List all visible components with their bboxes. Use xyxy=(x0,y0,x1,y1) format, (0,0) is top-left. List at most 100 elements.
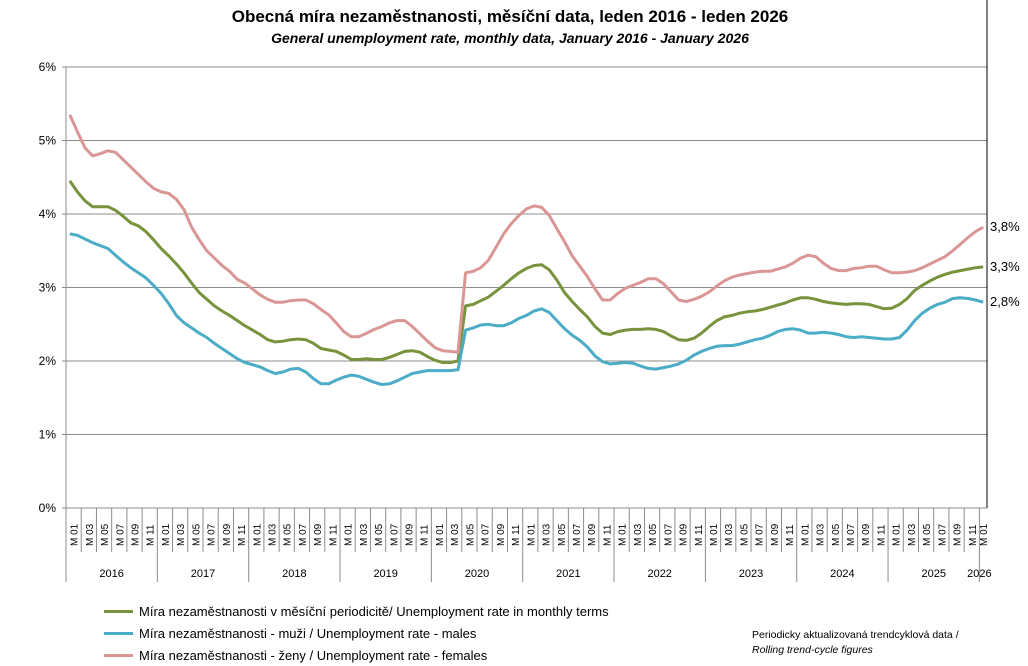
series-line-total xyxy=(68,180,984,364)
y-tick-label: 4% xyxy=(39,207,57,221)
month-tick-label: M 09 xyxy=(496,523,507,546)
year-label: 2026 xyxy=(967,568,991,580)
year-label: 2016 xyxy=(99,568,123,580)
year-label: 2023 xyxy=(739,568,763,580)
month-tick-label: M 11 xyxy=(968,524,979,546)
month-tick-label: M 01 xyxy=(892,523,903,546)
month-tick-label: M 03 xyxy=(85,523,96,546)
month-tick-label: M 09 xyxy=(587,523,598,546)
year-label: 2018 xyxy=(282,568,306,580)
legend-item-males: Míra nezaměstnanosti - muži / Unemployme… xyxy=(104,622,609,644)
legend-label-females: Míra nezaměstnanosti - ženy / Unemployme… xyxy=(139,647,488,663)
month-tick-label: M 11 xyxy=(328,524,339,546)
month-tick-label: M 07 xyxy=(115,523,126,546)
y-tick-label: 6% xyxy=(39,60,57,74)
end-value-label: 3,8% xyxy=(990,219,1020,234)
legend-swatch-total xyxy=(104,609,133,613)
month-tick-label: M 07 xyxy=(846,523,857,546)
month-tick-label: M 07 xyxy=(572,523,583,546)
month-tick-label: M 07 xyxy=(389,523,400,546)
month-tick-label: M 05 xyxy=(922,523,933,546)
source-note: Periodicky aktualizovaná trendcyklová da… xyxy=(752,628,959,658)
month-tick-label: M 03 xyxy=(359,523,370,546)
month-tick-label: M 07 xyxy=(755,523,766,546)
month-tick-label: M 07 xyxy=(207,523,218,546)
month-tick-label: M 11 xyxy=(420,524,431,546)
month-tick-label: M 07 xyxy=(481,523,492,546)
year-label: 2025 xyxy=(921,568,945,580)
month-tick-label: M 03 xyxy=(450,523,461,546)
month-tick-label: M 07 xyxy=(298,523,309,546)
y-tick-label: 1% xyxy=(39,428,57,442)
month-tick-label: M 09 xyxy=(679,523,690,546)
month-tick-label: M 07 xyxy=(663,523,674,546)
end-value-label: 3,3% xyxy=(990,259,1020,274)
month-tick-label: M 05 xyxy=(739,523,750,546)
note-line-1: Periodicky aktualizovaná trendcyklová da… xyxy=(752,629,959,641)
legend-swatch-males xyxy=(104,631,133,635)
month-tick-label: M 09 xyxy=(222,523,233,546)
month-tick-label: M 09 xyxy=(953,523,964,546)
month-tick-label: M 05 xyxy=(100,523,111,546)
y-tick-label: 0% xyxy=(39,501,57,515)
month-tick-label: M 09 xyxy=(770,523,781,546)
year-label: 2019 xyxy=(373,568,397,580)
year-label: 2017 xyxy=(191,568,215,580)
year-label: 2020 xyxy=(465,568,489,580)
month-tick-label: M 01 xyxy=(435,523,446,546)
month-tick-label: M 01 xyxy=(618,523,629,546)
year-label: 2024 xyxy=(830,568,854,580)
y-tick-label: 2% xyxy=(39,354,57,368)
month-tick-label: M 01 xyxy=(709,523,720,546)
month-tick-label: M 11 xyxy=(876,524,887,546)
month-tick-label: M 05 xyxy=(283,523,294,546)
month-tick-label: M 03 xyxy=(176,523,187,546)
y-tick-label: 3% xyxy=(39,281,57,295)
month-tick-label: M 03 xyxy=(724,523,735,546)
month-tick-label: M 11 xyxy=(785,524,796,546)
month-tick-label: M 01 xyxy=(252,523,263,546)
month-tick-label: M 05 xyxy=(831,523,842,546)
month-tick-label: M 11 xyxy=(602,524,613,546)
month-tick-label: M 05 xyxy=(465,523,476,546)
note-line-2-text: Rolling trend-cycle figures xyxy=(752,644,873,656)
note-line-2: Rolling trend-cycle figures xyxy=(752,643,959,658)
month-tick-label: M 01 xyxy=(979,523,990,546)
legend-label-males: Míra nezaměstnanosti - muži / Unemployme… xyxy=(139,625,477,641)
month-tick-label: M 01 xyxy=(161,523,172,546)
series-line-males xyxy=(69,232,984,386)
month-tick-label: M 11 xyxy=(237,524,248,546)
month-tick-label: M 01 xyxy=(800,523,811,546)
month-tick-label: M 11 xyxy=(694,524,705,546)
month-tick-label: M 07 xyxy=(937,523,948,546)
end-value-label: 2,8% xyxy=(990,294,1020,309)
y-tick-label: 5% xyxy=(39,134,57,148)
month-tick-label: M 09 xyxy=(861,523,872,546)
month-tick-label: M 01 xyxy=(70,523,81,546)
month-tick-label: M 09 xyxy=(131,523,142,546)
legend-item-total: Míra nezaměstnanosti v měsíční periodici… xyxy=(104,600,609,622)
month-tick-label: M 03 xyxy=(268,523,279,546)
month-tick-label: M 05 xyxy=(557,523,568,546)
month-tick-label: M 01 xyxy=(344,523,355,546)
month-tick-label: M 03 xyxy=(907,523,918,546)
chart-subtitle: General unemployment rate, monthly data,… xyxy=(271,30,749,46)
chart-title: Obecná míra nezaměstnanosti, měsíční dat… xyxy=(231,7,789,26)
month-tick-label: M 05 xyxy=(648,523,659,546)
month-tick-label: M 03 xyxy=(816,523,827,546)
legend-label-total: Míra nezaměstnanosti v měsíční periodici… xyxy=(139,603,609,619)
month-tick-label: M 05 xyxy=(374,523,385,546)
month-tick-label: M 01 xyxy=(526,523,537,546)
legend-swatch-females xyxy=(104,653,133,657)
month-tick-label: M 09 xyxy=(405,523,416,546)
legend-item-females: Míra nezaměstnanosti - ženy / Unemployme… xyxy=(104,644,609,666)
month-tick-label: M 09 xyxy=(313,523,324,546)
month-tick-label: M 05 xyxy=(191,523,202,546)
legend: Míra nezaměstnanosti v měsíční periodici… xyxy=(104,600,609,666)
series-line-females xyxy=(68,114,984,354)
month-tick-label: M 03 xyxy=(633,523,644,546)
month-tick-label: M 03 xyxy=(542,523,553,546)
month-tick-label: M 11 xyxy=(511,524,522,546)
month-tick-label: M 11 xyxy=(146,524,157,546)
